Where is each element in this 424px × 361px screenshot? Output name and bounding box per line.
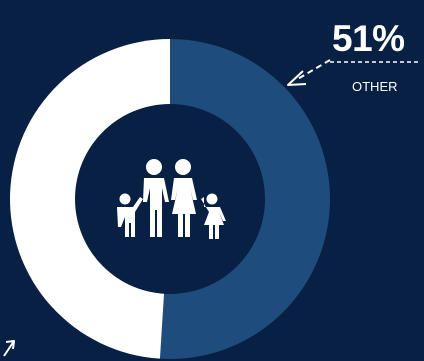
- slice-value-label: 51%: [332, 18, 405, 59]
- callout-arrow: [295, 59, 331, 81]
- family-icon: [117, 159, 226, 239]
- callout-arrowhead: [287, 70, 307, 86]
- slice-category-label: OTHER: [352, 79, 398, 94]
- callout-arrow-2: [3, 340, 15, 357]
- donut-hole: [75, 104, 265, 294]
